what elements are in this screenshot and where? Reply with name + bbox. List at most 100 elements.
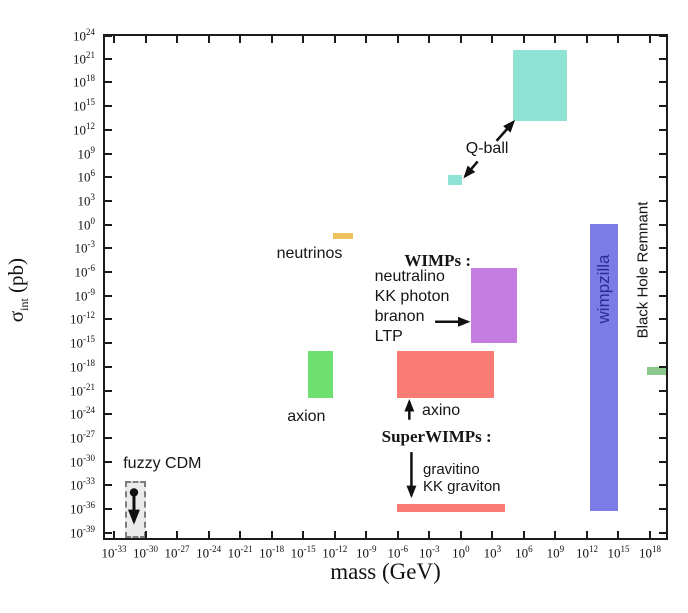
y-tick-label: 1015 xyxy=(73,97,95,114)
y-tick xyxy=(659,105,666,108)
y-tick xyxy=(105,199,112,202)
y-tick xyxy=(659,199,666,202)
y-tick-label: 10-36 xyxy=(70,500,95,517)
y-tick-label: 109 xyxy=(77,144,96,161)
x-tick xyxy=(333,531,336,538)
qball-arrow-large xyxy=(495,120,516,142)
y-tick xyxy=(659,342,666,345)
x-tick-label: 10-30 xyxy=(133,544,159,561)
x-tick xyxy=(491,36,494,43)
axion-region xyxy=(308,351,333,399)
y-tick-label: 10-39 xyxy=(70,523,95,541)
fuzzy-cdm-label: fuzzy CDM xyxy=(123,454,202,472)
x-tick xyxy=(428,36,431,43)
x-tick-label: 10-27 xyxy=(164,544,190,561)
y-tick xyxy=(659,247,666,250)
y-tick xyxy=(105,508,112,510)
x-tick xyxy=(617,531,620,538)
x-tick-label: 10-3 xyxy=(419,544,440,561)
qball-large-region xyxy=(513,50,567,122)
qball-arrow-small xyxy=(463,160,479,179)
y-tick xyxy=(105,365,112,368)
y-tick xyxy=(659,508,666,510)
gravitino-list: gravitino KK graviton xyxy=(422,460,501,495)
x-tick xyxy=(554,531,557,538)
y-tick xyxy=(659,389,666,392)
x-tick-labels: 10-33 10-30 10-27 10-24 10-21 10-18 10-15 10-12… xyxy=(0,543,688,565)
x-tick-label: 10-24 xyxy=(196,544,222,561)
y-tick xyxy=(105,294,112,297)
x-tick xyxy=(176,531,179,538)
x-tick xyxy=(207,36,210,43)
x-tick xyxy=(144,36,147,43)
y-tick xyxy=(105,531,112,534)
y-tick xyxy=(105,105,112,108)
y-tick xyxy=(105,35,112,37)
wimps-list: neutralino KK photon branon LTP xyxy=(374,268,450,346)
y-tick-label: 1021 xyxy=(73,49,95,67)
x-tick xyxy=(302,531,305,538)
y-tick xyxy=(105,342,112,345)
x-tick xyxy=(176,36,179,43)
x-tick-label: 10-12 xyxy=(322,544,348,561)
x-tick xyxy=(428,531,431,538)
qball-label: Q-ball xyxy=(465,139,509,157)
x-tick xyxy=(302,36,305,43)
x-tick xyxy=(270,531,273,538)
y-tick-label: 10-3 xyxy=(74,239,96,256)
x-tick xyxy=(585,36,588,43)
y-tick xyxy=(659,176,666,179)
x-tick xyxy=(522,531,525,538)
y-tick xyxy=(659,57,666,60)
y-tick xyxy=(659,318,666,321)
x-tick xyxy=(617,36,620,43)
neutrinos-region xyxy=(332,232,353,239)
y-tick-label: 10-27 xyxy=(70,428,95,446)
y-tick xyxy=(105,318,112,321)
y-tick-label: 100 xyxy=(77,215,96,232)
y-tick xyxy=(659,271,666,273)
x-tick-label: 10-9 xyxy=(355,544,377,561)
wimpzilla-region xyxy=(590,223,619,512)
x-tick-label: 1018 xyxy=(639,544,661,561)
y-tick xyxy=(659,35,666,37)
x-tick-label: 103 xyxy=(483,544,502,561)
x-tick-label: 1012 xyxy=(575,544,598,561)
x-tick xyxy=(554,36,557,43)
y-tick xyxy=(659,413,666,416)
x-tick xyxy=(207,531,210,538)
plot-area: fuzzy CDM neutrinos axion WIMPs : neutralino… xyxy=(103,34,668,540)
y-tick xyxy=(659,484,666,487)
axion-label: axion xyxy=(287,407,326,425)
y-tick xyxy=(105,436,112,439)
x-tick-label: 100 xyxy=(452,544,470,561)
wimpzilla-label: wimpzilla xyxy=(593,254,613,324)
y-tick xyxy=(105,484,112,487)
x-tick-label: 109 xyxy=(546,544,565,561)
y-tick-label: 103 xyxy=(77,191,96,209)
y-tick-label: 1024 xyxy=(73,27,95,44)
x-tick xyxy=(270,36,273,43)
y-tick-label: 106 xyxy=(77,168,96,185)
axino-label: axino xyxy=(421,402,461,420)
arrows-overlay xyxy=(127,120,516,525)
wimps-title: WIMPs : xyxy=(404,250,471,270)
x-tick xyxy=(113,36,115,43)
y-tick xyxy=(105,247,112,250)
x-tick xyxy=(585,531,588,538)
y-tick xyxy=(659,294,666,297)
superwimps-region xyxy=(396,504,505,513)
x-tick xyxy=(396,36,399,43)
x-tick xyxy=(144,531,147,538)
x-tick-label: 10-15 xyxy=(290,544,316,561)
x-tick xyxy=(239,36,242,43)
x-tick xyxy=(239,531,242,538)
y-tick-labels: 1024 1021 1018 1015 1012 109 106 103 100 10-3 10-6… xyxy=(0,28,97,541)
y-tick-label: 10-30 xyxy=(70,452,95,469)
y-tick xyxy=(105,460,112,463)
x-tick xyxy=(522,36,525,43)
y-tick-label: 10-6 xyxy=(74,263,96,280)
ticks-layer xyxy=(105,35,666,538)
fuzzy-cdm-arrow xyxy=(127,488,140,525)
y-tick-label: 1012 xyxy=(73,120,95,138)
